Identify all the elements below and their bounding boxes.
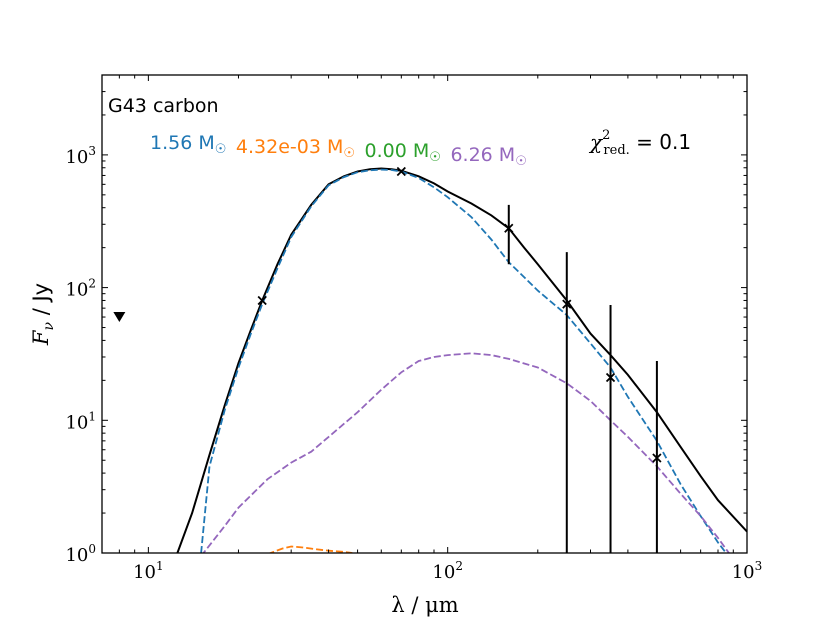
series-warm-carbon: [200, 168, 728, 553]
y-tick-label-1000-base: 10: [65, 147, 88, 168]
y-tick-label-100-exp: 2: [88, 277, 96, 291]
x-tick-label-100-exp: 2: [455, 559, 463, 573]
y-tick-label-10-exp: 1: [88, 409, 96, 423]
y-axis-label: Fν / Jy: [29, 283, 57, 346]
mass-orange-sun-symbol: ☉: [343, 146, 355, 161]
x-tick-label-1000: 103: [732, 559, 763, 583]
data-point-2: [504, 223, 514, 233]
chi-symbol: χ: [588, 130, 604, 154]
curves-layer: [176, 167, 747, 553]
x-tick-label-10-exp: 1: [156, 559, 164, 573]
points-layer: [113, 166, 662, 553]
mass-blue-value: 1.56 M: [150, 132, 215, 154]
chart-title: G43 carbon: [108, 95, 219, 117]
series-cold-dust: [202, 352, 731, 553]
series-total: [176, 167, 747, 553]
annotations-layer: 1.56 M☉ 4.32e-03 M☉ 0.00 M☉ 6.26 M☉χ2 red…: [150, 128, 691, 169]
data-point-5: [652, 453, 662, 463]
y-label-f: F: [29, 329, 53, 346]
mass-annotations: 1.56 M☉ 4.32e-03 M☉ 0.00 M☉ 6.26 M☉: [150, 132, 527, 169]
mass-purple-sun-symbol: ☉: [515, 154, 527, 169]
series-hot-component: [268, 545, 353, 553]
y-label-unit: / Jy: [29, 283, 53, 322]
mass-green-sun-symbol: ☉: [429, 150, 441, 165]
chi-sup: 2: [602, 128, 610, 143]
data-point-4: [605, 372, 616, 383]
chi-squared-label: χ2 red. = 0.1: [588, 128, 691, 158]
y-tick-label-1-exp: 0: [88, 542, 96, 556]
data-point-1: [396, 166, 406, 177]
mass-green-value: 0.00 M: [355, 140, 429, 162]
x-tick-label-1000-exp: 3: [755, 559, 763, 573]
y-tick-label-1000: 103: [65, 144, 96, 168]
y-tick-label-100: 102: [65, 277, 96, 301]
plot-frame: [101, 74, 748, 554]
mass-blue-sun-symbol: ☉: [215, 142, 227, 157]
chi-value: = 0.1: [630, 130, 691, 154]
x-tick-label-100: 102: [432, 559, 463, 583]
x-tick-label-10-base: 10: [133, 562, 156, 583]
y-tick-label-100-base: 10: [65, 280, 88, 301]
y-tick-label-10-base: 10: [65, 412, 88, 433]
y-tick-label-1: 100: [65, 542, 96, 566]
y-tick-label-10: 101: [65, 409, 96, 433]
data-point-0: [257, 295, 267, 306]
chi-sub: red.: [603, 143, 629, 158]
y-tick-label-1-base: 10: [65, 545, 88, 566]
x-tick-label-100-base: 10: [432, 562, 455, 583]
mass-orange-value: 4.32e-03 M: [226, 136, 343, 158]
y-label-sub: ν: [41, 321, 57, 330]
mass-purple-value: 6.26 M: [441, 144, 515, 166]
x-tick-label-1000-base: 10: [732, 562, 755, 583]
y-tick-label-1000-exp: 3: [88, 144, 96, 158]
data-point-3: [562, 299, 572, 309]
x-axis-label: λ / μm: [391, 593, 458, 617]
upper-limit-marker-0: [113, 312, 126, 323]
x-tick-label-10: 101: [133, 559, 164, 583]
